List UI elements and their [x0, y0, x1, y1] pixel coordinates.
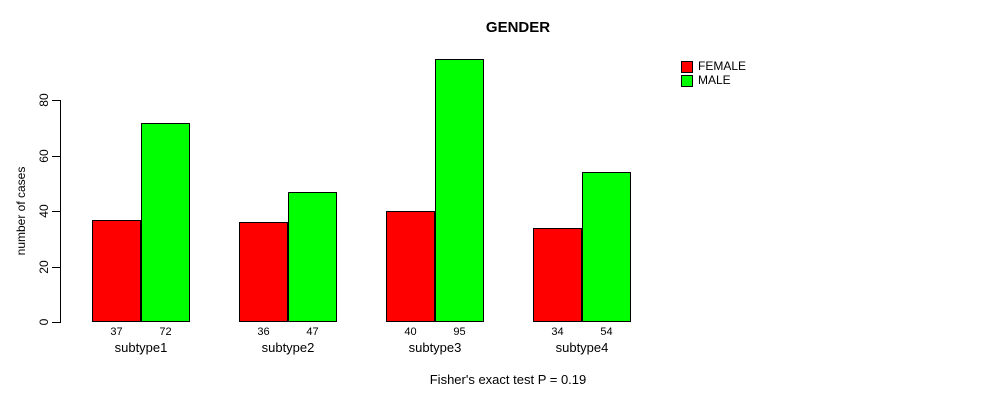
- y-tick-mark: [52, 100, 60, 101]
- caption: Fisher's exact test P = 0.19: [429, 372, 587, 387]
- bar-value-label: 40: [404, 326, 417, 338]
- bar-male-subtype2: [288, 192, 337, 322]
- bar-female-subtype3: [386, 211, 435, 322]
- y-tick-mark: [52, 156, 60, 157]
- bar-value-label: 36: [257, 326, 270, 338]
- y-tick-mark: [52, 267, 60, 268]
- y-tick-label: 0: [37, 318, 51, 326]
- category-label-subtype1: subtype1: [114, 340, 168, 355]
- chart-title: GENDER: [485, 19, 551, 36]
- y-tick-mark: [52, 322, 60, 323]
- bar-value-label: 95: [453, 326, 466, 338]
- bar-female-subtype1: [92, 220, 141, 322]
- legend-swatch-male: [681, 74, 693, 87]
- bar-value-label: 54: [600, 326, 613, 338]
- category-label-subtype2: subtype2: [261, 340, 315, 355]
- bar-female-subtype2: [239, 222, 288, 322]
- legend-label: MALE: [698, 73, 731, 87]
- y-axis-line: [60, 100, 61, 323]
- bar-value-label: 47: [306, 326, 319, 338]
- legend: FEMALE MALE: [681, 60, 746, 88]
- y-tick-label: 80: [37, 93, 51, 107]
- category-label-subtype3: subtype3: [408, 340, 462, 355]
- category-label-subtype4: subtype4: [555, 340, 609, 355]
- legend-swatch-female: [681, 60, 693, 73]
- bar-value-label: 37: [110, 326, 123, 338]
- y-axis-label: number of cases: [14, 166, 28, 256]
- bar-female-subtype4: [533, 228, 582, 322]
- legend-entry-male: MALE: [681, 74, 746, 87]
- bar-value-label: 34: [551, 326, 564, 338]
- y-tick-label: 40: [37, 204, 51, 218]
- y-tick-mark: [52, 211, 60, 212]
- legend-entry-female: FEMALE: [681, 60, 746, 73]
- bar-male-subtype1: [141, 123, 190, 322]
- bar-male-subtype3: [435, 59, 484, 322]
- bar-male-subtype4: [582, 172, 631, 322]
- bar-value-label: 72: [159, 326, 172, 338]
- y-tick-label: 20: [37, 260, 51, 274]
- legend-label: FEMALE: [698, 59, 747, 73]
- y-tick-label: 60: [37, 149, 51, 163]
